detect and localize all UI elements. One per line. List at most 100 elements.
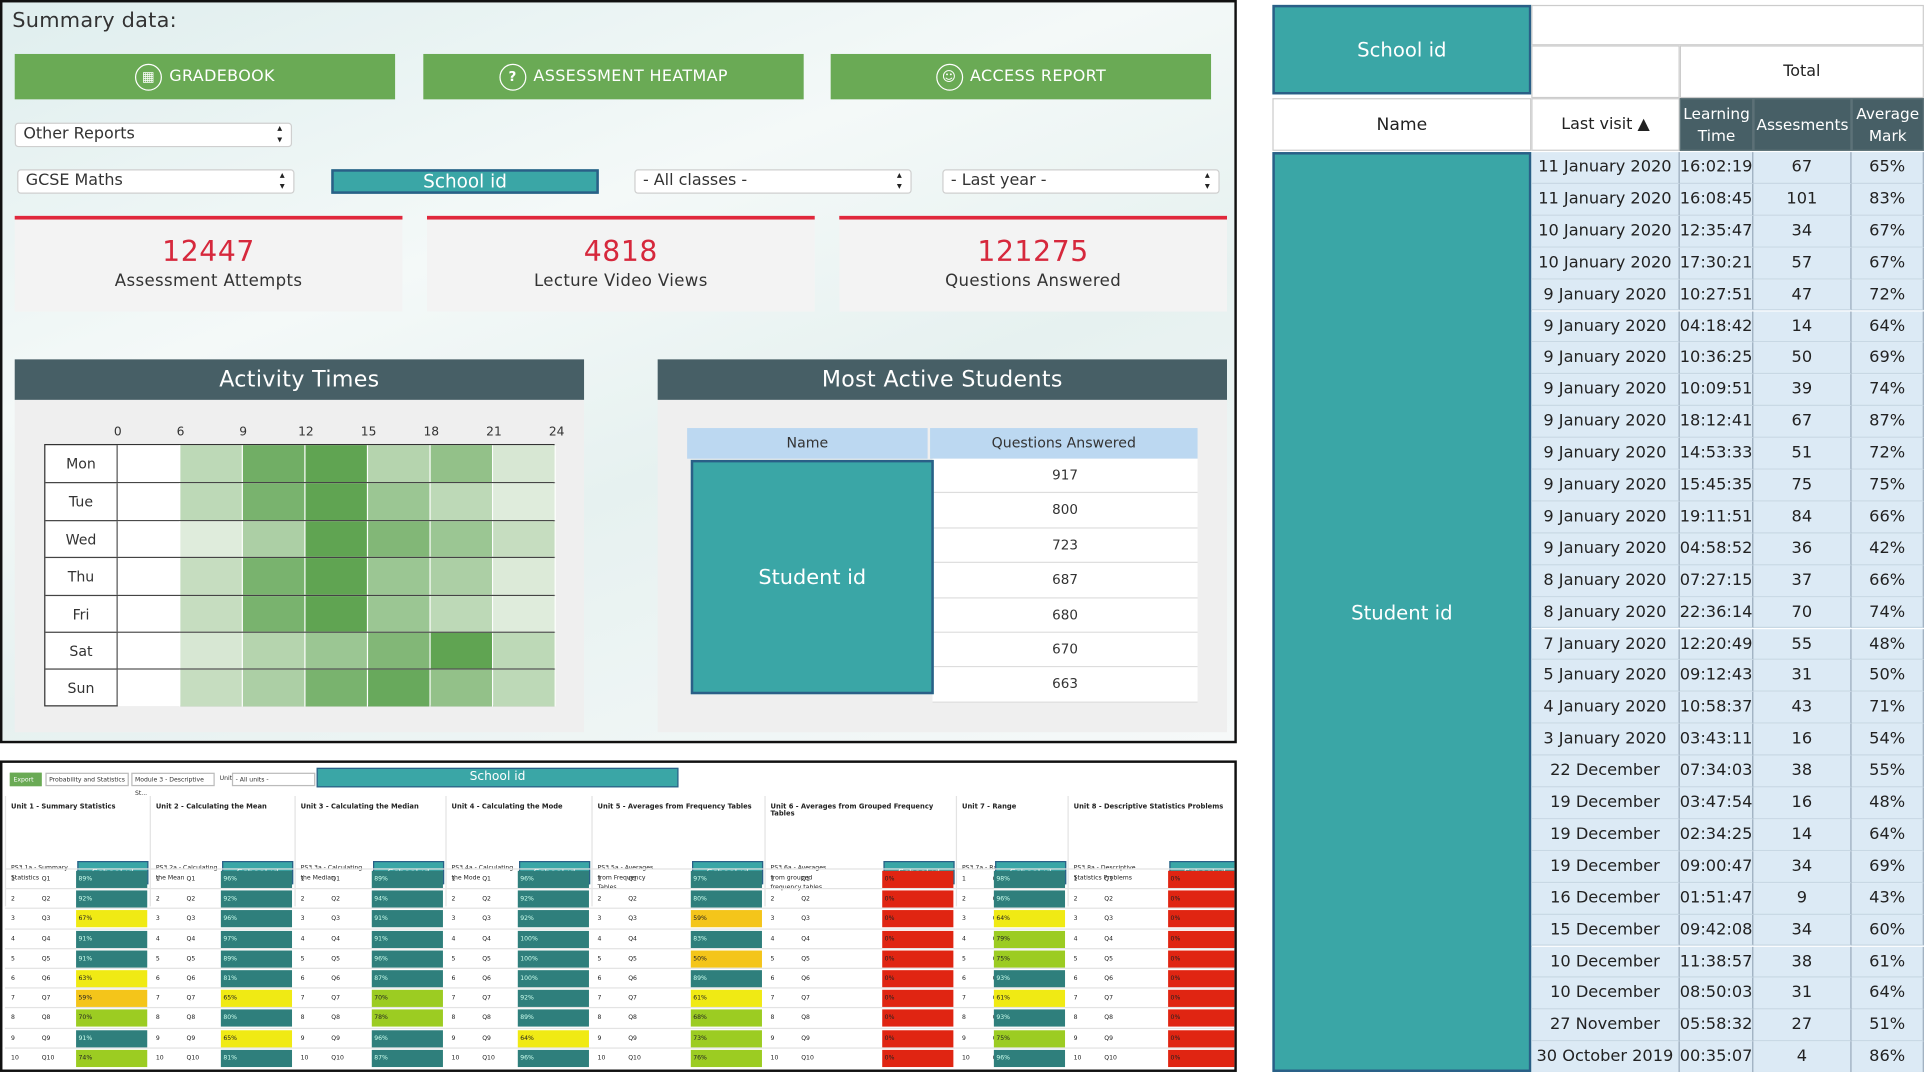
unit-select[interactable]: - All units - xyxy=(231,772,316,787)
mark-cell[interactable]: 0% xyxy=(882,910,954,928)
mark-cell[interactable]: 0% xyxy=(1168,870,1235,888)
mark-cell[interactable]: 91% xyxy=(76,1029,148,1047)
mark-cell[interactable]: 93% xyxy=(993,970,1066,988)
mark-cell[interactable]: 81% xyxy=(220,970,293,988)
mark-cell[interactable]: 96% xyxy=(371,1029,443,1047)
mark-cell[interactable]: 100% xyxy=(517,950,589,968)
gradebook-button[interactable]: ▦ GRADEBOOK xyxy=(14,53,396,100)
mark-cell[interactable]: 98% xyxy=(993,870,1066,888)
mark-cell[interactable]: 80% xyxy=(690,890,762,908)
gradebook-school-id[interactable]: School id xyxy=(316,767,679,788)
mark-cell[interactable]: 50% xyxy=(690,950,762,968)
mark-cell[interactable]: 70% xyxy=(371,990,443,1008)
mark-cell[interactable]: 87% xyxy=(371,1049,443,1067)
mark-cell[interactable]: 0% xyxy=(882,870,954,888)
mark-cell[interactable]: 0% xyxy=(1168,930,1235,948)
mark-cell[interactable]: 91% xyxy=(76,950,148,968)
access-report-button[interactable]: ☺ ACCESS REPORT xyxy=(830,53,1212,100)
mark-cell[interactable]: 63% xyxy=(76,970,148,988)
classes-select[interactable]: - All classes - xyxy=(634,169,912,194)
mark-cell[interactable]: 81% xyxy=(220,1049,293,1067)
mark-cell[interactable]: 68% xyxy=(690,1009,762,1028)
mark-cell[interactable]: 92% xyxy=(517,890,589,908)
mark-cell[interactable]: 0% xyxy=(1168,990,1235,1008)
mark-cell[interactable]: 65% xyxy=(220,990,293,1008)
mark-cell[interactable]: 97% xyxy=(220,930,293,948)
school-id-select[interactable]: School id xyxy=(331,169,599,194)
mark-cell[interactable]: 0% xyxy=(1168,890,1235,908)
assessments-header[interactable]: Assesments xyxy=(1753,98,1852,151)
mark-cell[interactable]: 92% xyxy=(76,890,148,908)
mark-cell[interactable]: 0% xyxy=(882,1009,954,1028)
mark-cell[interactable]: 96% xyxy=(517,870,589,888)
average-mark-header[interactable]: Average Mark xyxy=(1851,98,1924,151)
mark-cell[interactable]: 0% xyxy=(882,990,954,1008)
mark-cell[interactable]: 96% xyxy=(371,950,443,968)
export-button[interactable]: Export xyxy=(9,772,42,787)
mark-cell[interactable]: 0% xyxy=(1168,950,1235,968)
mark-cell[interactable]: 92% xyxy=(517,990,589,1008)
mark-cell[interactable]: 89% xyxy=(517,1009,589,1028)
mark-cell[interactable]: 89% xyxy=(76,870,148,888)
learning-time-cell: 19:11:51 xyxy=(1679,501,1754,534)
mark-cell[interactable]: 0% xyxy=(882,1049,954,1067)
mark-cell[interactable]: 91% xyxy=(371,910,443,928)
mark-cell[interactable]: 75% xyxy=(993,1029,1066,1047)
period-select[interactable]: - Last year - xyxy=(942,169,1220,194)
mark-cell[interactable]: 92% xyxy=(517,910,589,928)
mark-cell[interactable]: 59% xyxy=(76,990,148,1008)
mark-cell[interactable]: 61% xyxy=(690,990,762,1008)
mark-cell[interactable]: 96% xyxy=(993,1049,1066,1067)
mark-cell[interactable]: 0% xyxy=(882,950,954,968)
mark-cell[interactable]: 0% xyxy=(1168,910,1235,928)
mark-cell[interactable]: 0% xyxy=(882,930,954,948)
mark-cell[interactable]: 94% xyxy=(371,890,443,908)
mark-cell[interactable]: 74% xyxy=(76,1049,148,1067)
mark-cell[interactable]: 89% xyxy=(690,970,762,988)
mark-cell[interactable]: 0% xyxy=(882,890,954,908)
mark-cell[interactable]: 70% xyxy=(76,1009,148,1028)
mark-cell[interactable]: 96% xyxy=(517,1049,589,1067)
mark-cell[interactable]: 79% xyxy=(993,930,1066,948)
mark-cell[interactable]: 97% xyxy=(690,870,762,888)
mark-cell[interactable]: 91% xyxy=(76,930,148,948)
mark-cell[interactable]: 0% xyxy=(882,1029,954,1047)
mark-cell[interactable]: 75% xyxy=(993,950,1066,968)
category-select[interactable]: Probability and Statistics xyxy=(45,772,129,787)
mark-cell[interactable]: 64% xyxy=(993,910,1066,928)
learning-time-header[interactable]: Learning Time xyxy=(1679,98,1754,151)
last-visit-header[interactable]: Last visit ▲ xyxy=(1531,98,1680,151)
mark-cell[interactable]: 67% xyxy=(76,910,148,928)
mark-cell[interactable]: 100% xyxy=(517,970,589,988)
mark-cell[interactable]: 89% xyxy=(220,950,293,968)
mark-cell[interactable]: 93% xyxy=(993,1009,1066,1028)
mark-cell[interactable]: 64% xyxy=(517,1029,589,1047)
mark-cell[interactable]: 100% xyxy=(517,930,589,948)
mark-cell[interactable]: 92% xyxy=(220,890,293,908)
mark-cell[interactable]: 76% xyxy=(690,1049,762,1067)
mark-cell[interactable]: 96% xyxy=(220,910,293,928)
other-reports-select[interactable]: Other Reports xyxy=(14,122,293,148)
name-header[interactable]: Name xyxy=(1272,98,1532,151)
mark-cell[interactable]: 91% xyxy=(371,930,443,948)
average-mark-cell: 65% xyxy=(1851,152,1924,184)
mark-cell[interactable]: 65% xyxy=(220,1029,293,1047)
mark-cell[interactable]: 87% xyxy=(371,970,443,988)
mark-cell[interactable]: 0% xyxy=(1168,1049,1235,1067)
module-select[interactable]: Module 3 - Descriptive St... xyxy=(131,772,215,797)
mark-cell[interactable]: 0% xyxy=(1168,970,1235,988)
mark-cell[interactable]: 83% xyxy=(690,930,762,948)
mark-cell[interactable]: 73% xyxy=(690,1029,762,1047)
mark-cell[interactable]: 0% xyxy=(1168,1009,1235,1028)
mark-cell[interactable]: 0% xyxy=(1168,1029,1235,1047)
course-select[interactable]: GCSE Maths xyxy=(17,169,295,194)
mark-cell[interactable]: 61% xyxy=(993,990,1066,1008)
mark-cell[interactable]: 96% xyxy=(993,890,1066,908)
heatmap-button[interactable]: ? ASSESSMENT HEATMAP xyxy=(423,53,804,100)
mark-cell[interactable]: 78% xyxy=(371,1009,443,1028)
mark-cell[interactable]: 96% xyxy=(220,870,293,888)
mark-cell[interactable]: 59% xyxy=(690,910,762,928)
mark-cell[interactable]: 89% xyxy=(371,870,443,888)
mark-cell[interactable]: 0% xyxy=(882,970,954,988)
mark-cell[interactable]: 80% xyxy=(220,1009,293,1028)
